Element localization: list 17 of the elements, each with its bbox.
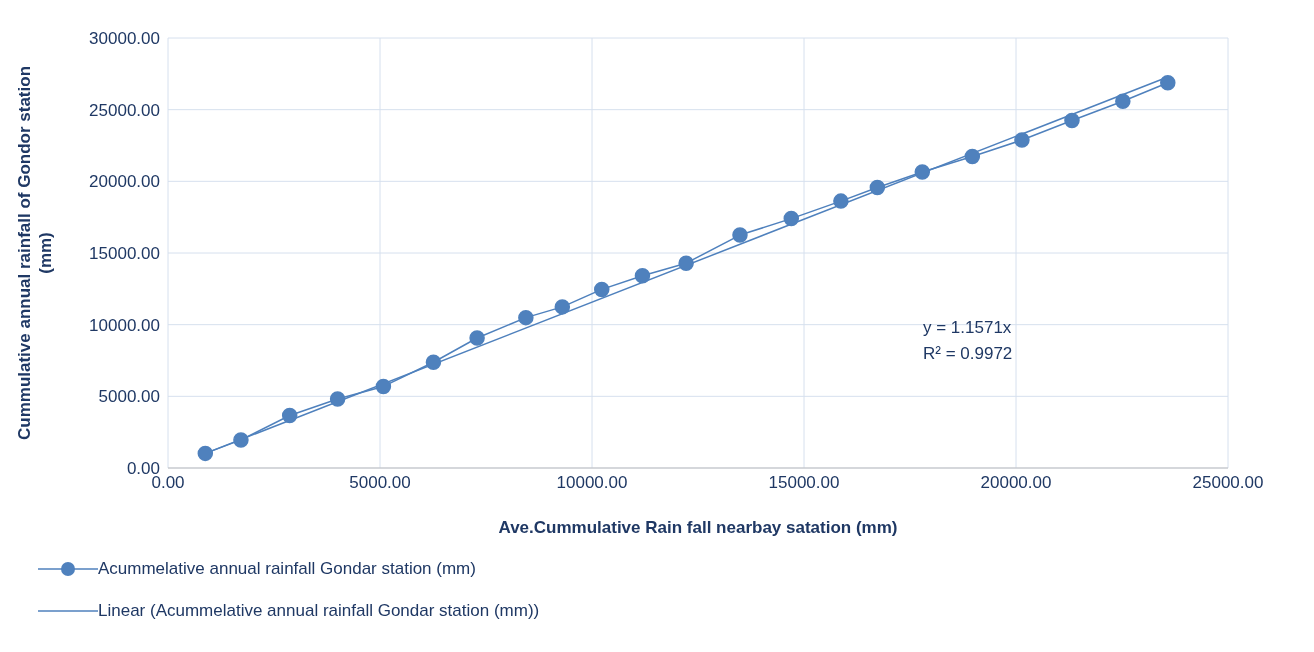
- legend-label: Linear (Acummelative annual rainfall Gondar station (mm)): [98, 601, 540, 621]
- x-tick-label: 20000.00: [980, 473, 1052, 493]
- annotation: R² = 0.9972: [923, 344, 1013, 364]
- y-tick-label: 10000.00: [89, 315, 160, 335]
- annotation: y = 1.1571x: [923, 318, 1012, 338]
- y-tick-label: 15000.00: [89, 244, 160, 264]
- legend-label: Acummelative annual rainfall Gondar station (mm): [98, 559, 476, 579]
- x-axis-title: Ave.Cummulative Rain fall nearbay satation (mm): [498, 518, 898, 537]
- x-tick-label: 25000.00: [1192, 473, 1264, 493]
- x-tick-label: 5000.00: [349, 473, 411, 493]
- y-tick-label: 30000.00: [89, 29, 160, 49]
- y-tick-label: 25000.00: [89, 100, 160, 120]
- x-tick-label: 15000.00: [768, 473, 840, 493]
- y-tick-label: 5000.00: [98, 387, 160, 407]
- y-tick-label: 20000.00: [89, 172, 160, 192]
- x-tick-label: 10000.00: [556, 473, 628, 493]
- y-axis-title: Cummulative annual rainfall of Gondor station (mm): [15, 65, 55, 441]
